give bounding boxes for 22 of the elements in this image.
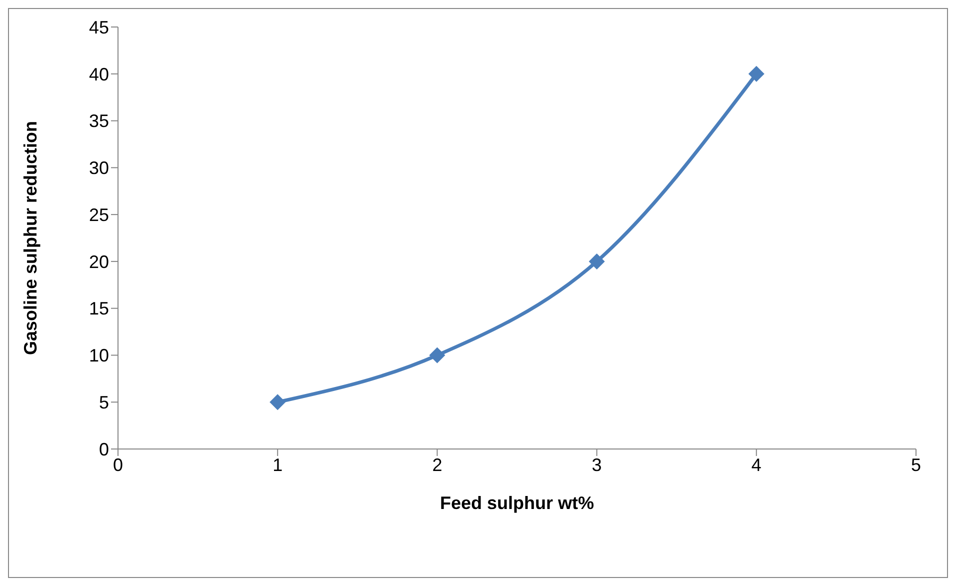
y-tick-label: 0 [98, 439, 109, 460]
y-axis-title: Gasoline sulphur reduction [20, 120, 40, 356]
point [748, 66, 764, 82]
y-tick-label: 15 [88, 298, 109, 319]
y-tick-label: 35 [88, 111, 109, 132]
x-axis-title: Feed sulphur wt% [440, 493, 594, 513]
x-tick-label: 5 [910, 454, 922, 475]
x-tick-label: 1 [272, 454, 283, 475]
y-tick-label: 25 [88, 204, 109, 225]
point [270, 394, 286, 410]
y-tick-label: 5 [98, 392, 109, 412]
x-tick-label: 0 [112, 454, 124, 475]
point [588, 253, 605, 270]
point [429, 347, 446, 364]
y-tick-label: 30 [88, 158, 109, 178]
x-tick-label: 2 [432, 454, 442, 475]
x-tick-label: 4 [751, 454, 762, 475]
y-tick-label: 45 [88, 17, 109, 38]
y-tick-label: 40 [88, 64, 109, 84]
x-tick-label: 3 [592, 454, 602, 475]
y-tick-label: 10 [88, 346, 109, 366]
y-tick-label: 20 [88, 252, 109, 272]
